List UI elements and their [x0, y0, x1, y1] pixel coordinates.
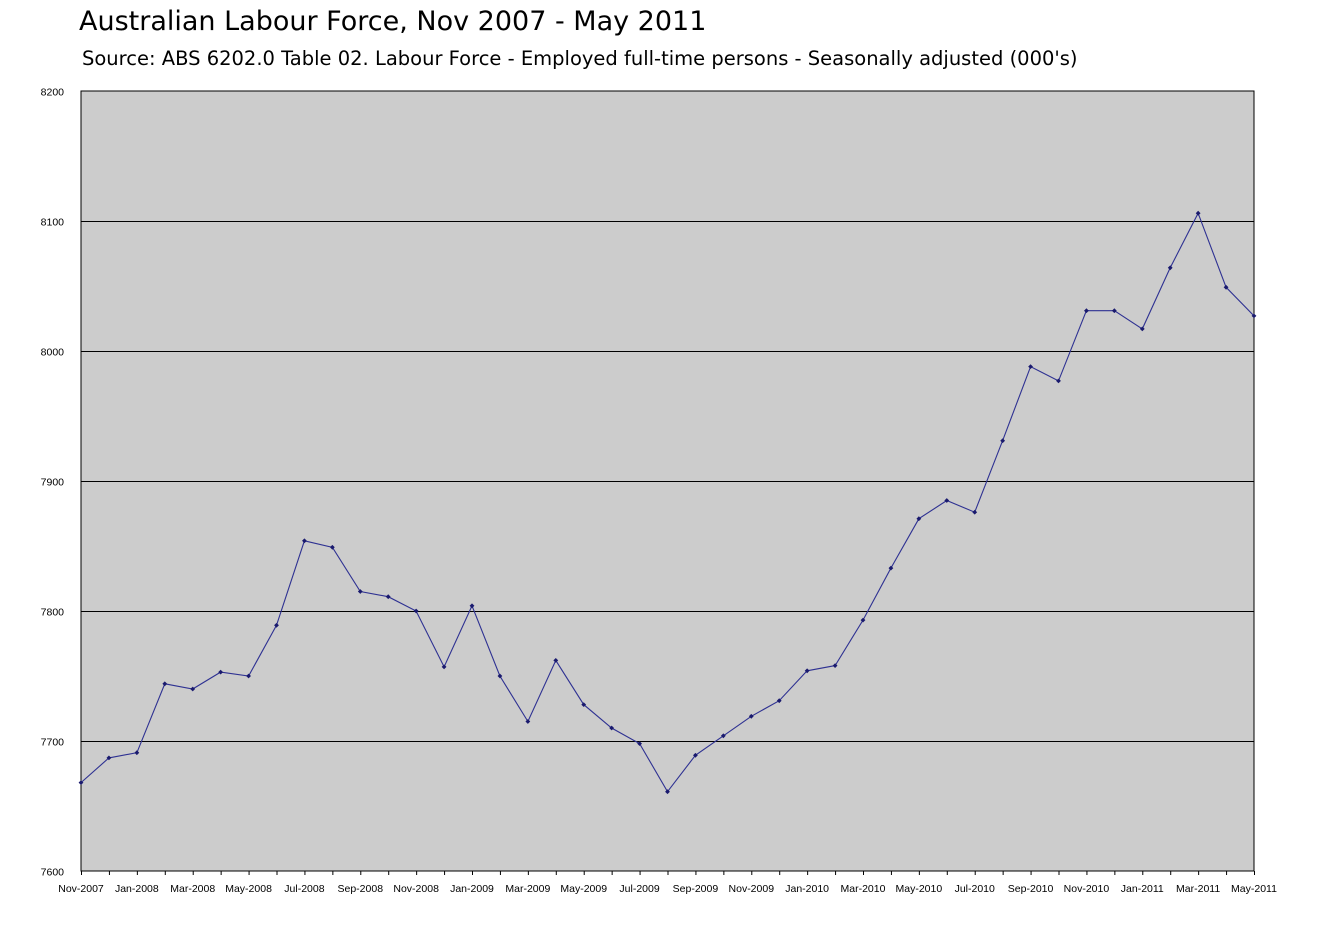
data-point	[329, 544, 335, 550]
x-tick-label: Mar-2008	[170, 883, 215, 895]
x-tick-label: Jan-2009	[450, 883, 494, 895]
data-point	[218, 669, 224, 675]
x-tick-label: Mar-2011	[1176, 883, 1220, 895]
data-point	[1111, 308, 1117, 314]
data-point	[637, 741, 642, 746]
y-axis: 7600 7700 7800 7900 8000 8100 8200	[41, 87, 65, 879]
data-point	[385, 594, 391, 600]
x-tick-label: Nov-2008	[393, 883, 439, 895]
data-point	[1139, 326, 1145, 332]
x-axis: Nov-2007 Jan-2008 Mar-2008 May-2008 Jul-2008…	[58, 871, 1277, 895]
x-tick-label: Mar-2009	[505, 883, 550, 895]
x-tick-label: May-2008	[225, 883, 272, 895]
data-point	[357, 589, 363, 594]
data-point	[720, 733, 726, 739]
data-point	[609, 725, 615, 731]
x-tick-label: Sep-2008	[338, 883, 384, 895]
data-point	[497, 673, 503, 679]
data-point	[1251, 313, 1257, 319]
data-point	[134, 750, 140, 756]
chart-subtitle: Source: ABS 6202.0 Table 02. Labour Forc…	[82, 47, 1078, 70]
data-point	[469, 603, 475, 609]
data-point	[693, 752, 698, 758]
x-tick-label: May-2009	[560, 883, 607, 895]
data-point	[665, 789, 670, 795]
y-tick-label: 8200	[41, 87, 65, 99]
x-tick-label: Sep-2009	[673, 883, 719, 895]
y-tick-label: 7600	[41, 867, 65, 879]
data-point	[1056, 378, 1061, 384]
data-point	[525, 719, 531, 724]
data-point	[274, 622, 279, 628]
data-point	[832, 663, 838, 668]
data-point	[1167, 265, 1173, 271]
data-point	[776, 698, 782, 704]
x-tick-label: Nov-2010	[1064, 883, 1110, 895]
x-tick-label: Nov-2009	[729, 883, 775, 895]
data-point	[972, 509, 978, 515]
data-point	[302, 538, 307, 544]
data-point	[1195, 210, 1201, 216]
data-point	[78, 780, 84, 785]
data-point	[1000, 438, 1006, 444]
data-point	[190, 686, 196, 692]
data-point	[748, 713, 754, 719]
x-tick-label: Nov-2007	[58, 883, 104, 895]
data-point	[944, 498, 950, 503]
markers-group	[78, 210, 1257, 795]
data-point	[581, 702, 587, 707]
x-tick-label: Sep-2010	[1008, 883, 1054, 895]
data-point	[804, 668, 810, 674]
x-tick-label: Jan-2008	[115, 883, 159, 895]
data-point	[162, 681, 168, 687]
x-tick-label: Jan-2011	[1121, 883, 1164, 895]
data-point	[1028, 364, 1033, 369]
data-point	[888, 565, 894, 571]
x-tick-label: Jan-2010	[785, 883, 829, 895]
y-tick-label: 7900	[41, 477, 65, 489]
chart-title: Australian Labour Force, Nov 2007 - May …	[79, 6, 707, 37]
data-point	[106, 755, 112, 761]
gridlines	[81, 221, 1254, 742]
data-point	[246, 673, 251, 679]
data-point	[916, 516, 922, 522]
x-tick-label: May-2010	[896, 883, 943, 895]
data-point	[860, 617, 866, 623]
x-tick-label: May-2011	[1231, 883, 1277, 895]
data-point	[1223, 284, 1229, 290]
data-point	[553, 658, 559, 663]
x-tick-label: Jul-2009	[619, 883, 659, 895]
y-tick-label: 8100	[41, 217, 65, 229]
y-tick-label: 7700	[41, 737, 65, 749]
data-point	[1084, 308, 1089, 314]
x-tick-label: Mar-2010	[841, 883, 886, 895]
y-tick-label: 7800	[41, 607, 65, 619]
x-tick-label: Jul-2010	[955, 883, 995, 895]
data-point	[441, 664, 447, 670]
x-tick-label: Jul-2008	[284, 883, 324, 895]
y-tick-label: 8000	[41, 347, 65, 359]
data-point	[413, 608, 419, 614]
